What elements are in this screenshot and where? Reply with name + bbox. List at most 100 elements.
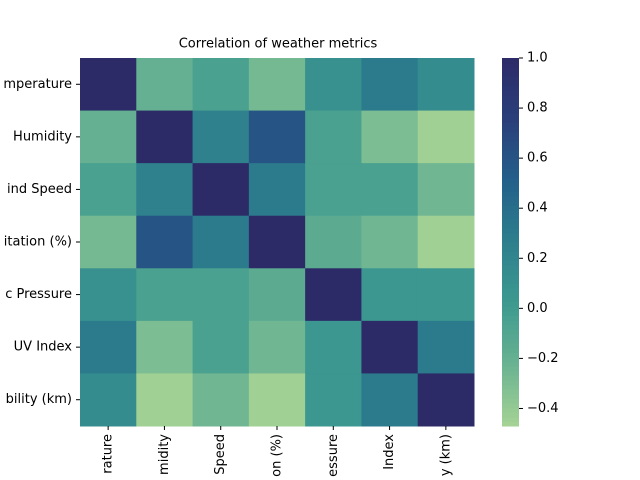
x-tick-label: Speed xyxy=(213,434,228,475)
colorbar-segment xyxy=(502,265,519,271)
y-tick-label: c Pressure xyxy=(5,287,72,302)
colorbar-segment xyxy=(502,329,519,335)
colorbar-segment xyxy=(502,232,519,238)
x-tick-label: y (km) xyxy=(438,434,453,476)
heatmap-cell xyxy=(136,268,194,322)
colorbar-segment xyxy=(502,67,519,73)
colorbar-segment xyxy=(502,99,519,105)
heatmap-cell xyxy=(136,58,194,112)
colorbar-segment xyxy=(502,182,519,188)
colorbar-segment xyxy=(502,104,519,110)
colorbar-segment xyxy=(502,320,519,326)
colorbar-segment xyxy=(502,90,519,96)
heatmap-cell xyxy=(192,110,250,164)
colorbar-segment xyxy=(502,283,519,289)
heatmap-cell xyxy=(305,163,362,217)
heatmap-cell xyxy=(80,110,137,164)
colorbar-segment xyxy=(502,269,519,275)
heatmap-cell xyxy=(361,215,419,269)
colorbar-segment xyxy=(502,127,519,133)
heatmap-cell xyxy=(80,163,137,217)
colorbar-segment xyxy=(502,173,519,179)
heatmap-cell xyxy=(248,110,306,164)
heatmap-cell xyxy=(248,58,306,112)
chart-title: Correlation of weather metrics xyxy=(179,37,378,52)
heatmap-cell xyxy=(192,373,250,427)
colorbar-segment xyxy=(502,150,519,156)
colorbar-segment xyxy=(502,71,519,77)
heatmap-cell xyxy=(80,320,137,374)
heatmap-cell xyxy=(417,110,475,164)
heatmap-cell xyxy=(417,268,475,322)
colorbar-segment xyxy=(502,177,519,183)
colorbar-segment xyxy=(502,375,519,381)
colorbar-segment xyxy=(502,366,519,372)
colorbar-segment xyxy=(502,347,519,353)
heatmap-cell xyxy=(80,215,137,269)
heatmap-cell xyxy=(136,215,194,269)
colorbar-segment xyxy=(502,334,519,340)
colorbar-segment xyxy=(502,274,519,280)
colorbar-segment xyxy=(502,76,519,82)
colorbar-segment xyxy=(502,292,519,298)
colorbar-segment xyxy=(502,113,519,119)
x-tick-label: rature xyxy=(101,434,116,474)
colorbar-segment xyxy=(502,421,519,427)
colorbar-segment xyxy=(502,228,519,234)
heatmap-cell xyxy=(305,110,362,164)
colorbar-segment xyxy=(502,311,519,317)
colorbar-segment xyxy=(502,58,519,64)
heatmap-cell xyxy=(192,320,250,374)
heatmap-cell xyxy=(361,110,419,164)
heatmap-cell xyxy=(136,373,194,427)
x-tick-label: essure xyxy=(326,434,341,477)
heatmap-cell xyxy=(305,320,362,374)
y-tick-label: itation (%) xyxy=(4,235,72,250)
colorbar-segment xyxy=(502,140,519,146)
colorbar-segment xyxy=(502,357,519,363)
colorbar-segment xyxy=(502,209,519,215)
colorbar-segment xyxy=(502,416,519,422)
heatmap-cell xyxy=(248,268,306,322)
x-tick-label: Index xyxy=(382,434,397,470)
colorbar-segment xyxy=(502,200,519,206)
colorbar-segment xyxy=(502,242,519,248)
colorbar-segment xyxy=(502,196,519,202)
heatmap-cell xyxy=(361,163,419,217)
colorbar-segment xyxy=(502,159,519,165)
colorbar-segment xyxy=(502,352,519,358)
colorbar-segment xyxy=(502,343,519,349)
colorbar-segment xyxy=(502,278,519,284)
y-tick-label: mperature xyxy=(3,77,72,92)
colorbar-segment xyxy=(502,380,519,386)
heatmap-cell xyxy=(136,320,194,374)
colorbar-segment xyxy=(502,145,519,151)
colorbar-segment xyxy=(502,223,519,229)
heatmap-cell xyxy=(417,163,475,217)
heatmap-cell xyxy=(417,320,475,374)
colorbar-tick-label: 0.4 xyxy=(527,201,548,216)
heatmap-cell xyxy=(417,215,475,269)
heatmap-cell xyxy=(80,373,137,427)
colorbar-segment xyxy=(502,398,519,404)
colorbar-segment xyxy=(502,338,519,344)
heatmap-cell xyxy=(305,268,362,322)
colorbar-segment xyxy=(502,108,519,114)
colorbar-segment xyxy=(502,214,519,220)
heatmap-cell xyxy=(192,215,250,269)
colorbar-segment xyxy=(502,94,519,100)
colorbar-tick-label: −0.4 xyxy=(527,401,559,416)
colorbar-segment xyxy=(502,219,519,225)
y-tick-label: bility (km) xyxy=(6,392,72,407)
heatmap-cell xyxy=(248,320,306,374)
heatmap-cell xyxy=(305,58,362,112)
heatmap-cell xyxy=(136,163,194,217)
heatmap-cell xyxy=(417,373,475,427)
colorbar-segment xyxy=(502,117,519,123)
colorbar-segment xyxy=(502,205,519,211)
heatmap-cell xyxy=(361,268,419,322)
heatmap-cell xyxy=(248,373,306,427)
colorbar-segment xyxy=(502,324,519,330)
colorbar-tick-label: 0.0 xyxy=(527,301,548,316)
